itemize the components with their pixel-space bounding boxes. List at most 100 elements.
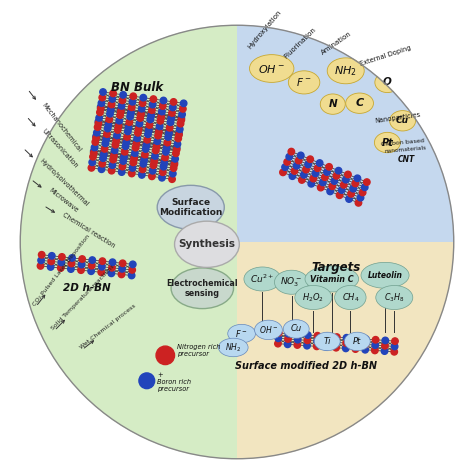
Circle shape [98,269,104,275]
Circle shape [170,99,177,105]
Circle shape [139,166,146,173]
Circle shape [304,332,311,338]
Circle shape [129,165,136,171]
Circle shape [130,159,137,166]
Circle shape [314,165,321,172]
Circle shape [178,117,184,123]
Circle shape [111,151,117,157]
Text: Luteolin: Luteolin [368,271,402,280]
Circle shape [318,184,324,191]
Circle shape [152,153,158,159]
Circle shape [131,154,137,160]
Circle shape [131,155,137,162]
Circle shape [130,93,137,100]
Circle shape [333,339,340,346]
Circle shape [352,346,359,352]
Circle shape [285,336,291,342]
Ellipse shape [274,270,309,294]
Circle shape [359,189,366,196]
Ellipse shape [228,324,255,343]
Circle shape [160,97,167,104]
Circle shape [133,141,140,147]
Circle shape [155,127,162,133]
Text: Amination: Amination [320,31,353,56]
Circle shape [153,147,159,154]
Circle shape [91,148,97,155]
Text: $C_3H_8$: $C_3H_8$ [384,291,405,304]
Circle shape [94,124,101,130]
Circle shape [159,174,165,181]
Circle shape [111,147,118,154]
Circle shape [166,128,172,135]
Text: Electrochemical
sensing: Electrochemical sensing [166,279,238,298]
Ellipse shape [374,132,401,153]
Circle shape [136,120,143,127]
Circle shape [115,127,121,133]
Text: Vitamin C: Vitamin C [310,274,354,283]
Circle shape [134,135,140,142]
Circle shape [169,176,175,182]
Circle shape [144,137,150,143]
Circle shape [158,114,164,120]
Circle shape [319,179,326,186]
Circle shape [153,142,160,148]
Text: Pt: Pt [382,137,393,147]
Circle shape [284,341,291,347]
Circle shape [312,170,319,177]
Circle shape [132,150,138,156]
Circle shape [38,252,45,258]
Text: Solid Temperature reactions: Solid Temperature reactions [51,264,116,331]
Wedge shape [19,242,237,459]
Text: Cu: Cu [291,325,302,334]
Circle shape [118,169,125,175]
Circle shape [295,157,302,164]
Text: Surface
Modification: Surface Modification [159,198,222,217]
Circle shape [119,265,125,272]
Circle shape [108,101,115,108]
Wedge shape [237,242,455,459]
Circle shape [372,342,378,348]
Circle shape [171,159,178,166]
Circle shape [119,260,126,266]
Circle shape [109,259,116,265]
Circle shape [128,272,135,279]
Circle shape [96,115,102,121]
Text: O: O [383,77,392,87]
Wedge shape [237,25,455,242]
Circle shape [132,145,139,151]
Circle shape [68,260,75,267]
Circle shape [89,263,95,269]
Circle shape [363,336,369,342]
Circle shape [362,184,368,191]
Circle shape [157,118,164,124]
Circle shape [355,200,362,206]
Circle shape [146,126,152,132]
Circle shape [165,134,172,140]
Circle shape [391,348,398,355]
Ellipse shape [314,332,340,351]
Circle shape [146,128,152,134]
Text: Pt: Pt [353,337,361,346]
Circle shape [126,123,132,129]
Circle shape [135,129,141,136]
Circle shape [89,257,96,264]
Circle shape [113,136,119,143]
Circle shape [329,183,336,190]
Circle shape [158,112,164,118]
Circle shape [117,112,123,118]
Ellipse shape [335,285,366,310]
Circle shape [105,122,112,128]
Circle shape [129,267,136,273]
Circle shape [299,177,305,183]
Circle shape [69,255,75,261]
Circle shape [161,160,167,166]
Ellipse shape [244,267,281,291]
Circle shape [167,119,173,126]
Circle shape [98,103,104,110]
Circle shape [102,140,109,146]
Circle shape [98,105,104,112]
Circle shape [345,171,351,178]
Circle shape [93,135,99,141]
Circle shape [123,139,129,146]
Circle shape [120,91,127,98]
